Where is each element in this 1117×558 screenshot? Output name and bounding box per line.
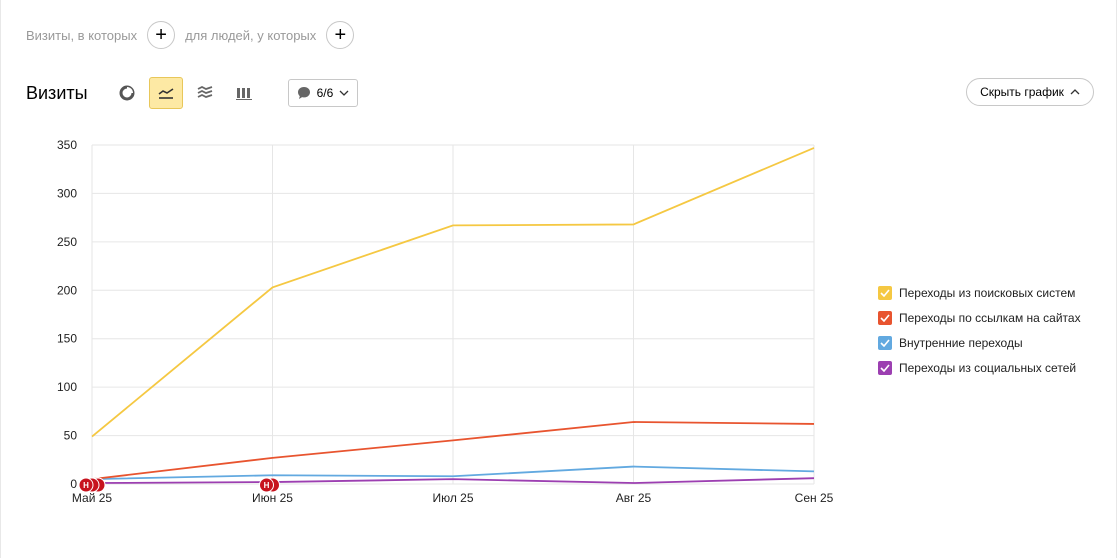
area-chart-button[interactable]	[188, 77, 222, 109]
note-marker-label: H	[264, 481, 270, 490]
series-line	[91, 421, 815, 481]
report-title: Визиты	[26, 82, 88, 103]
notes-count: 6/6	[316, 86, 334, 100]
chevron-down-icon	[339, 90, 349, 96]
legend-label: Внутренние переходы	[899, 335, 1023, 350]
x-tick-label: Авг 25	[616, 491, 652, 505]
x-tick-label: Сен 25	[795, 491, 834, 505]
y-tick-label: 200	[57, 283, 77, 297]
chevron-up-icon	[1070, 89, 1080, 95]
checkmark-icon[interactable]	[878, 310, 892, 325]
legend-item[interactable]: Переходы из поисковых систем	[878, 280, 1081, 305]
bar-chart-button[interactable]	[227, 77, 261, 109]
add-people-condition-button[interactable]: +	[326, 21, 355, 49]
chart-toolbar: Визиты 6/6	[26, 76, 359, 110]
people-condition-label: для людей, у которых	[185, 27, 317, 43]
x-tick-label: Июл 25	[432, 491, 473, 505]
x-tick-label: Июн 25	[252, 491, 293, 505]
checkmark-icon[interactable]	[878, 285, 892, 300]
series-line	[91, 465, 815, 481]
series-line	[91, 147, 815, 438]
note-marker	[78, 477, 94, 493]
bar-chart-icon	[235, 88, 252, 100]
line-chart: 0 50 100 150 200 250 300 350 Май 25 Июн 25 Июл 25 А…	[57, 138, 834, 505]
note-marker	[259, 477, 274, 493]
hide-chart-label: Скрыть график	[980, 85, 1064, 99]
comment-icon	[297, 87, 310, 99]
line-chart-button[interactable]	[148, 77, 183, 109]
legend-label: Переходы по ссылкам на сайтах	[899, 310, 1081, 325]
legend-label: Переходы из поисковых систем	[899, 285, 1076, 300]
y-tick-label: 250	[57, 235, 77, 249]
line-chart-icon	[158, 88, 174, 99]
checkmark-icon[interactable]	[878, 360, 892, 375]
y-tick-label: 300	[57, 186, 77, 200]
notes-filter-button[interactable]: 6/6	[287, 79, 359, 107]
note-marker-label: H	[83, 481, 89, 490]
hide-chart-button[interactable]: Скрыть график	[966, 78, 1094, 106]
y-tick-label: 100	[57, 380, 77, 394]
x-tick-label: Май 25	[72, 491, 113, 505]
pie-chart-button[interactable]	[110, 77, 144, 109]
series-line	[91, 477, 815, 484]
legend-item[interactable]: Переходы из социальных сетей	[878, 355, 1081, 380]
y-tick-label: 0	[70, 477, 77, 491]
pie-chart-icon	[119, 85, 135, 101]
add-visits-condition-button[interactable]: +	[147, 21, 176, 49]
visits-condition-label: Визиты, в которых	[26, 27, 138, 43]
checkmark-icon[interactable]	[878, 335, 892, 350]
y-tick-label: 350	[57, 138, 77, 152]
legend-label: Переходы из социальных сетей	[899, 360, 1077, 375]
y-tick-label: 50	[64, 429, 78, 443]
y-tick-label: 150	[57, 332, 77, 346]
legend-item[interactable]: Внутренние переходы	[878, 330, 1081, 355]
area-chart-icon	[197, 86, 212, 98]
chart-legend: Переходы из поисковых систем Переходы по …	[878, 280, 1081, 380]
legend-item[interactable]: Переходы по ссылкам на сайтах	[878, 305, 1081, 330]
segment-bar: Визиты, в которых + для людей, у которых…	[26, 20, 355, 50]
